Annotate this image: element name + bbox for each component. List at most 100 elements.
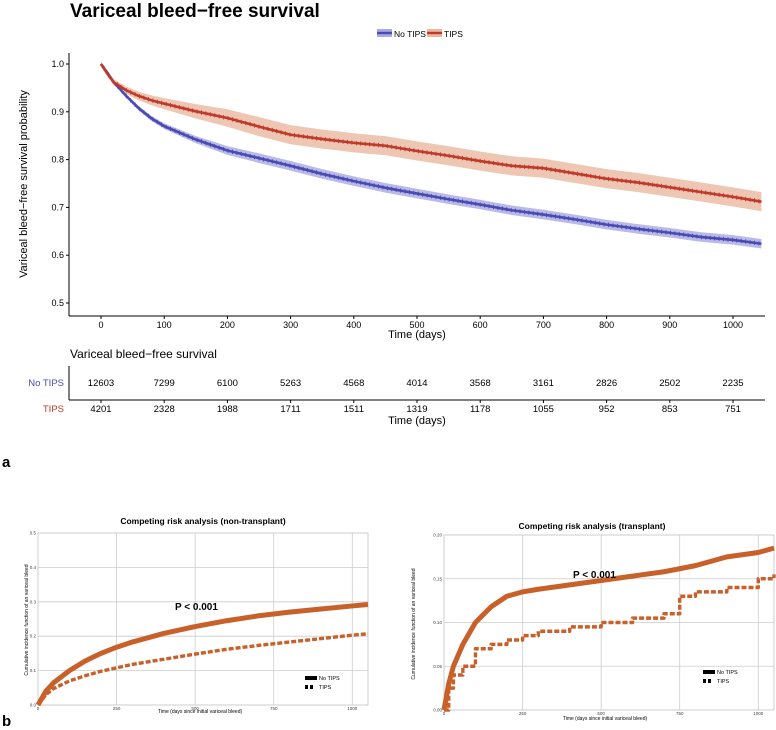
survival-series-lines [99, 63, 762, 246]
survival-chart-title: Variceal bleed−free survival [70, 1, 320, 22]
competing-risk-nontransplant-pvalue: P < 0.001 [175, 602, 218, 613]
y-tick-label: 0.3 [30, 599, 37, 604]
legend-label-no-tips: No TIPS [394, 29, 426, 39]
y-tick-label: 0.00 [433, 708, 442, 713]
risk-table-cells: 12603 7299 6100 5263 4568 4014 3568 3161 2826 250… [88, 378, 744, 415]
survival-x-ticks: 0 100 200 300 400 500 600 700 800 900 1000 [98, 316, 743, 330]
legend-label-tips: TIPS [444, 29, 463, 39]
x-tick-label: 500 [597, 711, 605, 716]
legend-swatch-no-tips-solid [305, 676, 317, 680]
legend-swatch-tips-dash-1 [703, 679, 706, 683]
legend-swatch-no-tips [377, 29, 392, 37]
y-tick-label: 0.5 [30, 531, 37, 536]
confidence-band-tips [101, 61, 762, 212]
competing-risk-transplant-pvalue: P < 0.001 [573, 570, 616, 581]
risk-table-cell: 4201 [90, 404, 111, 415]
legend-swatch-tips [427, 29, 442, 37]
survival-x-tick-label: 800 [599, 320, 614, 330]
survival-x-tick-label: 1000 [723, 320, 743, 330]
risk-table-cell: 3161 [533, 378, 554, 389]
y-tick-label: 0.15 [433, 576, 442, 581]
x-tick-label: 750 [270, 706, 278, 711]
survival-y-axis-label: Variceal bleed−free survival probability [18, 90, 30, 278]
y-tick-label: 0.2 [30, 634, 37, 639]
risk-table-cell: 2502 [659, 378, 680, 389]
y-tick-label: 0.4 [30, 565, 37, 570]
risk-table-cell: 1178 [470, 404, 490, 415]
legend-label-no-tips: No TIPS [319, 676, 340, 682]
risk-table-cell: 1511 [344, 404, 364, 415]
x-tick-label: 250 [113, 706, 121, 711]
competing-risk-transplant-lines [441, 545, 776, 712]
risk-table-cell: 4014 [406, 378, 427, 389]
survival-y-tick-label: 1.0 [51, 59, 64, 69]
survival-confidence-bands [101, 61, 762, 249]
panel-label-a: a [2, 454, 11, 471]
risk-table-cell: 1988 [217, 404, 238, 415]
risk-table-cell: 2328 [154, 404, 175, 415]
competing-risk-nontransplant-lines [35, 602, 369, 707]
risk-table-cell: 5263 [280, 378, 301, 389]
risk-table-cell: 4568 [343, 378, 364, 389]
y-tick-label: 0.10 [433, 620, 442, 625]
x-tick-label: 750 [676, 711, 684, 716]
competing-risk-nontransplant-ticks: 0 250 500 750 1000 0.0 0.1 0.2 0.3 0.4 0.5 [30, 531, 358, 712]
risk-table-row-label-tips: TIPS [43, 404, 64, 415]
survival-y-tick-label: 0.7 [51, 202, 64, 212]
censor-marks-no-tips [103, 66, 760, 246]
legend-label-tips: TIPS [717, 679, 730, 685]
competing-risk-transplant-ticks: 0 250 500 750 1000 0.00 0.05 0.10 0.15 0.20 [433, 533, 764, 717]
competing-risk-nontransplant-y-axis-label: Cumulative incidence function of an vari… [24, 564, 30, 675]
survival-x-tick-label: 0 [98, 320, 103, 330]
risk-table-cell: 7299 [154, 378, 175, 389]
competing-risk-transplant-x-axis-label: Time (days since initial variceal bleed) [563, 716, 648, 722]
survival-x-tick-label: 400 [346, 320, 361, 330]
x-tick-label: 1000 [753, 711, 764, 716]
competing-risk-transplant-grid [443, 534, 774, 711]
risk-table-cell: 952 [599, 404, 615, 415]
risk-table-cell: 2826 [596, 378, 617, 389]
competing-risk-nontransplant-x-axis-label: Time (days since initial variceal bleed) [158, 709, 243, 715]
cumulative-incidence-line-no-tips [35, 602, 369, 707]
legend-label-no-tips: No TIPS [717, 670, 738, 676]
risk-table-title: Variceal bleed−free survival [70, 347, 217, 361]
survival-y-tick-label: 0.8 [51, 155, 64, 165]
risk-table-cell: 12603 [88, 378, 114, 389]
legend-swatch-tips-dash-1 [305, 685, 308, 689]
survival-x-tick-label: 700 [536, 320, 551, 330]
competing-risk-nontransplant-title: Competing risk analysis (non-transplant) [120, 516, 285, 526]
y-tick-label: 0.0 [30, 703, 37, 708]
risk-table-cell: 1711 [280, 404, 300, 415]
competing-risk-transplant-title: Competing risk analysis (transplant) [519, 521, 666, 531]
risk-table-cell: 751 [725, 404, 741, 415]
survival-x-tick-label: 200 [220, 320, 235, 330]
competing-risk-transplant-legend: No TIPS TIPS [703, 670, 738, 685]
y-tick-label: 0.20 [433, 533, 442, 538]
risk-table-cell: 1055 [533, 404, 554, 415]
risk-table-cell: 2235 [722, 378, 743, 389]
risk-table-row-label-no-tips: No TIPS [28, 378, 64, 389]
cumulative-incidence-line-tips [444, 574, 776, 712]
risk-table-cell: 1319 [406, 404, 427, 415]
legend-swatch-tips-dash-2 [708, 679, 711, 683]
survival-legend: No TIPS TIPS [377, 29, 463, 39]
survival-y-tick-label: 0.9 [51, 107, 64, 117]
cumulative-incidence-line-tips [36, 632, 369, 707]
risk-table-x-axis-label: Time (days) [388, 415, 446, 427]
risk-table-cell: 3568 [470, 378, 491, 389]
x-tick-label: 250 [519, 711, 527, 716]
survival-y-tick-label: 0.6 [51, 250, 64, 260]
risk-table-cell: 6100 [217, 378, 238, 389]
survival-y-tick-label: 0.5 [51, 298, 64, 308]
survival-x-tick-label: 100 [157, 320, 172, 330]
legend-label-tips: TIPS [319, 685, 332, 691]
y-tick-label: 0.05 [433, 664, 442, 669]
survival-x-axis-label: Time (days) [388, 329, 446, 341]
survival-x-tick-label: 600 [473, 320, 488, 330]
cumulative-incidence-line-no-tips [441, 545, 775, 711]
competing-risk-transplant-y-axis-label: Cumulative incidence function of an vari… [411, 568, 417, 679]
panel-label-b: b [2, 713, 11, 730]
survival-y-ticks: 0.5 0.6 0.7 0.8 0.9 1.0 [51, 59, 69, 308]
survival-x-tick-label: 900 [662, 320, 677, 330]
competing-risk-nontransplant-grid [37, 532, 368, 706]
